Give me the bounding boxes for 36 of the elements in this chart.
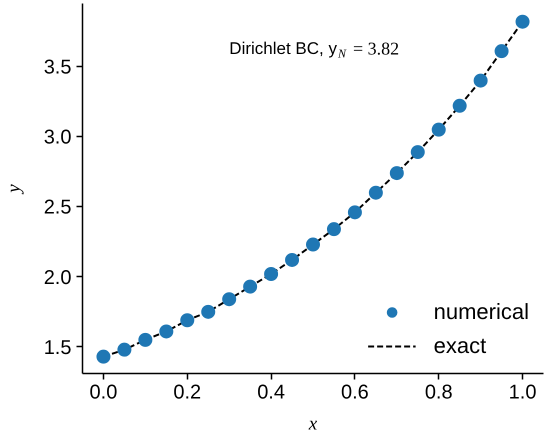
x-tick-label: 0.0 bbox=[90, 382, 118, 404]
y-tick-label: 2.0 bbox=[44, 266, 72, 289]
point bbox=[243, 280, 258, 294]
y-tick-label: 3.0 bbox=[44, 126, 72, 149]
point bbox=[96, 350, 110, 364]
point bbox=[410, 145, 425, 160]
point bbox=[368, 186, 383, 200]
y-tick-label: 1.5 bbox=[44, 336, 72, 359]
x-tick-label: 0.4 bbox=[257, 382, 285, 404]
point bbox=[264, 267, 278, 281]
point bbox=[180, 313, 194, 328]
point bbox=[452, 98, 467, 113]
point bbox=[390, 166, 404, 180]
x-tick-label: 0.8 bbox=[424, 382, 453, 404]
x-axis-title: x bbox=[308, 414, 318, 434]
point bbox=[222, 292, 236, 306]
y-tick-label: 2.5 bbox=[44, 196, 72, 219]
point bbox=[494, 44, 509, 58]
point bbox=[117, 342, 132, 357]
point bbox=[474, 74, 488, 88]
point bbox=[138, 332, 152, 347]
point bbox=[516, 14, 530, 29]
point bbox=[285, 252, 300, 267]
y-tick-label: 3.5 bbox=[44, 56, 72, 79]
x-tick-label: 0.6 bbox=[341, 382, 369, 404]
legend-label: numerical bbox=[434, 299, 529, 325]
point bbox=[201, 304, 216, 319]
x-tick-label: 1.0 bbox=[508, 382, 536, 404]
point bbox=[159, 324, 174, 338]
point bbox=[326, 222, 341, 236]
point bbox=[348, 205, 362, 220]
y-axis-title: y bbox=[4, 184, 25, 195]
x-tick-label: 0.2 bbox=[173, 382, 202, 404]
point bbox=[306, 238, 320, 252]
point bbox=[432, 122, 446, 137]
legend-label: exact bbox=[434, 333, 486, 359]
